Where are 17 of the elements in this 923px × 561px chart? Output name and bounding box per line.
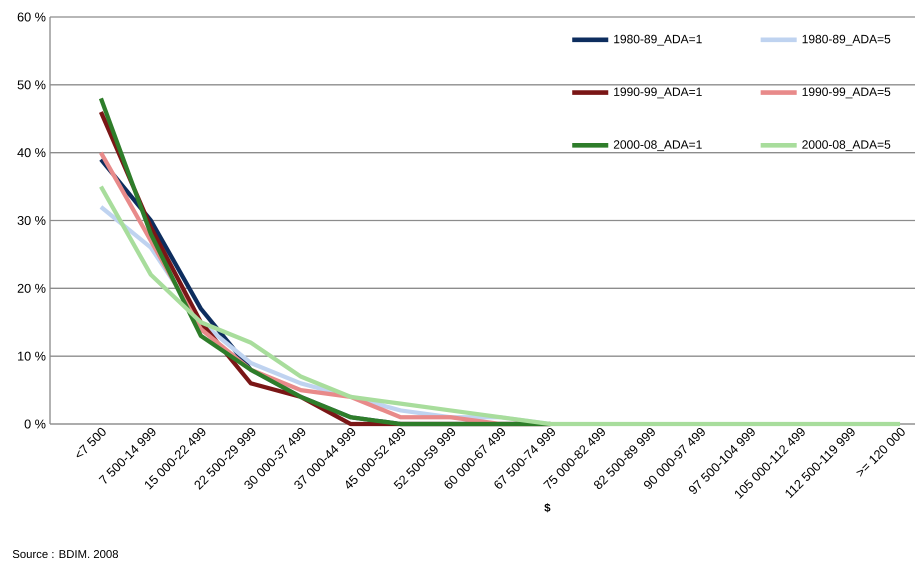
y-tick-label: 20 % (18, 284, 46, 293)
y-tick-label: 10 % (18, 352, 46, 361)
legend-label: 1990-99_ADA=5 (802, 88, 890, 98)
legend-label: 1980-89_ADA=5 (802, 34, 890, 46)
y-tick-label: 0 % (24, 420, 46, 428)
legend-label: 1980-89_ADA=1 (614, 34, 702, 46)
legend-label: 2000-08_ADA=1 (614, 140, 702, 152)
legend-label: 2000-08_ADA=5 (802, 140, 890, 152)
legend-label: 1990-99_ADA=1 (614, 88, 702, 98)
y-tick-label: 30 % (18, 216, 46, 225)
y-tick-label: 60 % (18, 12, 46, 22)
source-note: Source : BDIM. 2008 (12, 550, 118, 558)
x-tick-label: >= 120 000 (856, 428, 905, 477)
y-tick-label: 40 % (17, 148, 46, 158)
x-tick-label: <7 500 (76, 428, 106, 458)
y-tick-label: 50 % (18, 80, 46, 90)
x-axis-title: $ (544, 503, 550, 512)
